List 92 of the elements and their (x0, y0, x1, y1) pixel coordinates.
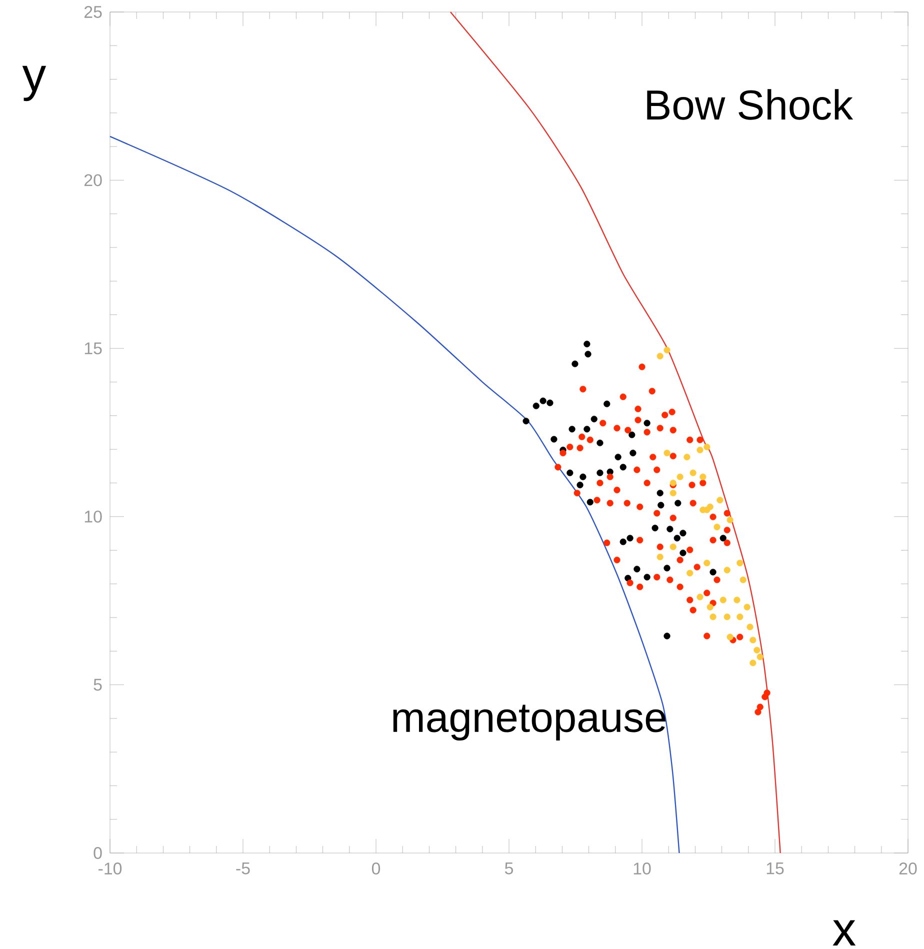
point (740, 576, 746, 584)
x-tick-label: -10 (98, 862, 122, 875)
point (724, 566, 730, 574)
point (666, 526, 674, 532)
series-label: magnetopause (393, 704, 666, 741)
point (620, 464, 626, 470)
y-tick-label: 25 (84, 6, 102, 18)
point (540, 398, 546, 404)
point (700, 474, 706, 480)
point (604, 400, 610, 408)
y-tick-label: 5 (94, 678, 102, 691)
point (630, 450, 636, 456)
point (664, 450, 670, 456)
point (746, 624, 754, 630)
point (658, 502, 664, 508)
point (584, 426, 590, 432)
y-tick-label: 10 (84, 510, 102, 523)
point (572, 360, 578, 368)
point (686, 570, 694, 576)
y-tick-label: 0 (94, 847, 102, 859)
point (670, 544, 676, 550)
point (734, 596, 740, 604)
point (546, 400, 554, 406)
point (644, 574, 650, 580)
point (680, 550, 686, 556)
point (690, 470, 696, 476)
point (664, 346, 670, 354)
point (674, 534, 680, 542)
point (550, 436, 558, 443)
point (664, 564, 670, 572)
point (652, 524, 658, 532)
x-tick-label: 10 (634, 862, 651, 875)
y-axis-title: y (22, 66, 46, 102)
point (580, 474, 586, 480)
point (670, 490, 676, 496)
x-tick-label: 0 (372, 862, 380, 875)
point (584, 340, 590, 348)
point (656, 554, 664, 560)
point (634, 566, 640, 572)
point (696, 594, 704, 600)
point (614, 454, 622, 460)
point (568, 426, 576, 432)
point (684, 454, 690, 460)
point (750, 660, 756, 666)
text: Bow Shock (647, 89, 854, 120)
point (714, 524, 720, 530)
point (736, 614, 744, 620)
point (596, 470, 604, 476)
point (720, 596, 726, 604)
point (756, 654, 764, 660)
point (750, 636, 756, 644)
point (532, 402, 540, 410)
point (704, 560, 710, 566)
point (744, 604, 750, 610)
point (706, 604, 714, 610)
y-tick-label: 15 (84, 342, 102, 354)
point (576, 482, 584, 488)
point (724, 614, 730, 620)
point (664, 632, 670, 640)
line-series (109, 136, 680, 854)
point (754, 646, 760, 654)
x-axis-title: x (832, 920, 856, 946)
point (584, 350, 592, 358)
point (674, 500, 682, 506)
x-tick-label: 15 (766, 862, 784, 874)
point (704, 444, 710, 450)
point (620, 538, 626, 546)
point (704, 506, 710, 514)
point (726, 516, 734, 524)
point (596, 440, 604, 446)
point (586, 498, 594, 506)
point (644, 420, 650, 426)
point (626, 534, 634, 542)
x-tick-label: 5 (504, 862, 513, 874)
point (522, 418, 530, 424)
point (736, 560, 744, 566)
point (676, 474, 684, 480)
point (628, 432, 636, 438)
x-tick-label: 20 (899, 862, 917, 875)
point (680, 530, 686, 536)
point (720, 534, 726, 542)
point (656, 490, 664, 496)
point (710, 614, 716, 620)
point (696, 446, 704, 454)
point (656, 352, 664, 360)
x-tick-label: -5 (236, 862, 250, 874)
point (566, 470, 574, 476)
point (590, 416, 598, 422)
y-tick-label: 20 (84, 174, 102, 186)
point (716, 496, 724, 504)
point (726, 634, 734, 640)
point (710, 568, 716, 576)
